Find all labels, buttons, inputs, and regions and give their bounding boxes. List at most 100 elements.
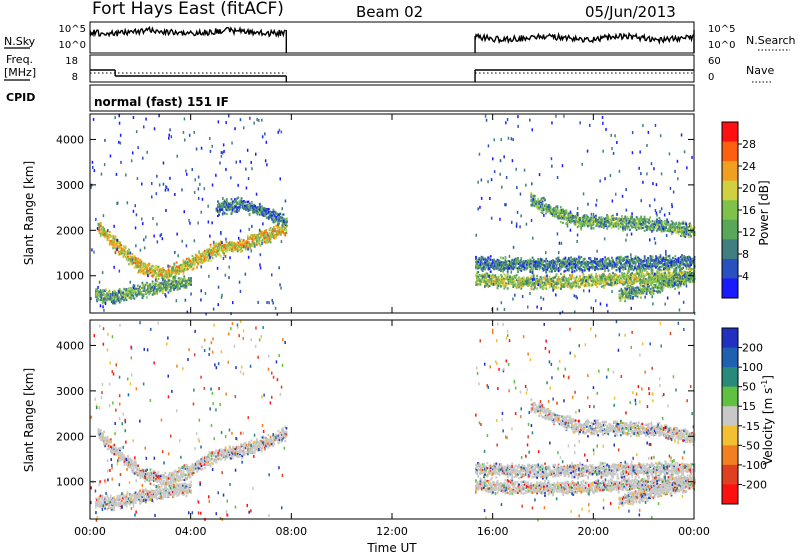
heatmap-cell [146, 272, 148, 275]
heatmap-cell [200, 255, 203, 258]
heatmap-cell [226, 206, 228, 209]
heatmap-cell [100, 298, 103, 301]
heatmap-cell [102, 225, 104, 229]
heatmap-cell [221, 248, 223, 251]
heatmap-cell [228, 243, 231, 246]
heatmap-cell [258, 232, 261, 235]
heatmap-cell [477, 258, 480, 261]
heatmap-cell [643, 269, 646, 272]
heatmap-cell [176, 266, 179, 269]
heatmap-cell [503, 279, 506, 282]
heatmap-cell [185, 257, 188, 260]
heatmap-cell [543, 286, 545, 289]
heatmap-cell [114, 236, 117, 239]
heatmap-cell [176, 287, 179, 290]
heatmap-cell [597, 268, 600, 271]
heatmap-cell [253, 208, 255, 211]
heatmap-cell [155, 284, 157, 287]
heatmap-cell [192, 256, 195, 259]
heatmap-cell [258, 205, 261, 209]
heatmap-cell [133, 261, 136, 264]
heatmap-cell [225, 250, 228, 253]
heatmap-cell [103, 297, 105, 300]
heatmap-cell [132, 292, 135, 295]
heatmap-cell [234, 243, 237, 246]
heatmap-cell [142, 293, 145, 296]
heatmap-cell [204, 253, 206, 256]
heatmap-cell [248, 243, 250, 246]
heatmap-cell [283, 225, 286, 228]
heatmap-cell [139, 285, 141, 288]
heatmap-cell [112, 236, 115, 239]
heatmap-cell [175, 265, 178, 268]
heatmap-cell [119, 253, 121, 256]
heatmap-cell [198, 260, 201, 263]
heatmap-cell [256, 239, 258, 242]
heatmap-cell [153, 287, 156, 290]
heatmap-cell [240, 238, 242, 241]
heatmap-cell [184, 267, 187, 270]
heatmap-cell [255, 207, 258, 210]
heatmap-cell [209, 249, 212, 252]
heatmap-cell [132, 290, 135, 293]
heatmap-cell [160, 281, 163, 284]
heatmap-cell [283, 219, 286, 222]
heatmap-cell [241, 241, 244, 244]
heatmap-cell [133, 266, 136, 269]
heatmap-cell [157, 288, 160, 291]
heatmap-cell [162, 276, 164, 279]
heatmap-cell [241, 206, 244, 209]
heatmap-cell [234, 244, 237, 247]
heatmap-cell [127, 257, 129, 260]
heatmap-cell [283, 221, 286, 224]
heatmap-cell [133, 255, 136, 258]
heatmap-cell [179, 265, 181, 268]
heatmap-cell [136, 266, 138, 269]
heatmap-cell [603, 286, 605, 289]
heatmap-cell [231, 246, 233, 249]
heatmap-cell [216, 246, 219, 249]
heatmap-cell [480, 268, 483, 271]
heatmap-cell [258, 208, 261, 211]
heatmap-cell [265, 212, 268, 216]
heatmap-cell [564, 269, 567, 272]
heatmap-cell [506, 270, 509, 273]
heatmap-cell [96, 300, 98, 303]
heatmap-cell [183, 277, 186, 280]
heatmap-cell [282, 231, 284, 234]
heatmap-cell [102, 233, 104, 236]
heatmap-cell [664, 269, 666, 273]
heatmap-cell [185, 282, 188, 285]
heatmap-cell [277, 216, 279, 219]
heatmap-cell [158, 281, 161, 284]
heatmap-cell [485, 262, 487, 266]
heatmap-cell [248, 244, 250, 247]
heatmap-cell [108, 289, 111, 292]
heatmap-cell [260, 206, 262, 209]
heatmap-cell [176, 281, 179, 284]
heatmap-cell [115, 293, 118, 296]
heatmap-cell [193, 262, 196, 265]
heatmap-cell [260, 234, 263, 237]
heatmap-cell [273, 213, 276, 216]
heatmap-cell [259, 244, 262, 247]
heatmap-cell [170, 274, 172, 277]
heatmap-cell [260, 236, 263, 239]
heatmap-cell [214, 247, 216, 250]
heatmap-cell [481, 263, 484, 266]
heatmap-cell [133, 284, 136, 287]
heatmap-cell [219, 243, 222, 246]
heatmap-cell [191, 254, 194, 257]
heatmap-cell [97, 223, 100, 227]
heatmap-cell [104, 294, 106, 297]
heatmap-cell [247, 235, 249, 238]
heatmap-cell [122, 248, 125, 251]
heatmap-cell [157, 286, 160, 289]
heatmap-cell [228, 202, 231, 205]
heatmap-cell [505, 283, 508, 287]
heatmap-cell [214, 251, 216, 254]
heatmap-cell [218, 213, 220, 216]
heatmap-cell [176, 283, 179, 286]
heatmap-cell [168, 285, 171, 288]
heatmap-cell [124, 293, 127, 296]
